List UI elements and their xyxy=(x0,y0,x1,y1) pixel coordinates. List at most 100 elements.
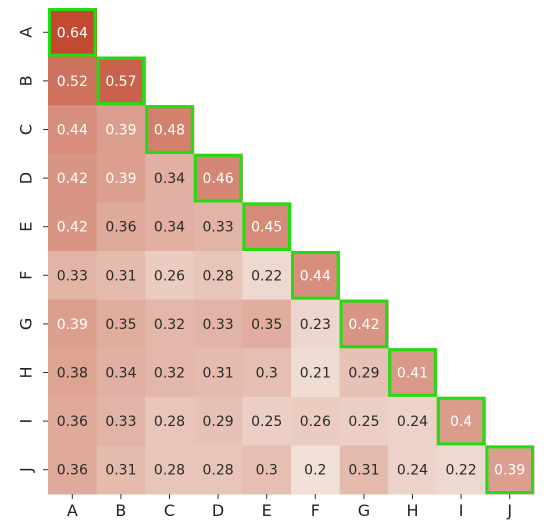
cell-value-label: 0.26 xyxy=(154,268,185,284)
heatmap-cell-H-B xyxy=(96,348,146,398)
diagonal-highlight-box xyxy=(291,251,340,300)
diagonal-highlight-box xyxy=(485,445,534,494)
cell-value-label: 0.36 xyxy=(57,463,88,479)
cell-value-label: 0.48 xyxy=(154,123,185,139)
heatmap-cell-H-H xyxy=(388,348,438,398)
heatmap-cell-J-G xyxy=(339,445,389,495)
heatmap-cell-C-A xyxy=(48,105,98,155)
heatmap-cell-F-B xyxy=(96,251,146,301)
y-tick-label: I xyxy=(17,419,36,424)
cell-value-label: 0.38 xyxy=(57,366,88,382)
heatmap-cell-G-E xyxy=(242,299,292,349)
cell-value-label: 0.39 xyxy=(105,171,136,187)
cell-value-label: 0.22 xyxy=(446,463,477,479)
cell-value-label: 0.44 xyxy=(57,123,88,139)
cell-value-labels: 0.64 0.52 0.57 0.44 0.39 0.48 0.42 0.39 0.34 0.46… xyxy=(57,25,526,478)
heatmap-cell-F-D xyxy=(193,251,243,301)
cell-value-label: 0.39 xyxy=(105,123,136,139)
heatmap-cell-G-D xyxy=(193,299,243,349)
cell-value-label: 0.45 xyxy=(251,220,282,236)
cell-value-label: 0.39 xyxy=(57,317,88,333)
heatmap-cell-A-A xyxy=(48,8,98,58)
heatmap-cell-E-B xyxy=(96,202,146,252)
x-tick-label: J xyxy=(506,501,512,520)
heatmap-cell-E-E xyxy=(242,202,292,252)
cell-value-label: 0.25 xyxy=(251,414,282,430)
x-tick-label: A xyxy=(67,501,78,520)
heatmap-cell-D-D xyxy=(193,153,243,203)
diagonal-highlight-box xyxy=(436,396,486,446)
cell-value-label: 0.44 xyxy=(300,268,331,284)
cell-value-label: 0.32 xyxy=(154,366,185,382)
cell-value-label: 0.46 xyxy=(203,171,234,187)
heatmap-cell-H-D xyxy=(193,348,243,398)
heatmap-cell-J-B xyxy=(96,445,146,495)
heatmap-cell-I-I xyxy=(436,396,486,446)
cell-value-label: 0.35 xyxy=(105,317,136,333)
y-tick-label: A xyxy=(17,27,36,38)
heatmap-cell-I-B xyxy=(96,396,146,446)
cell-value-label: 0.52 xyxy=(57,74,88,90)
x-tick-label: I xyxy=(459,501,464,520)
cell-value-label: 0.36 xyxy=(57,414,88,430)
heatmap-cell-H-A xyxy=(48,348,98,398)
cell-value-label: 0.26 xyxy=(300,414,331,430)
heatmap-cell-C-C xyxy=(145,105,195,155)
cell-value-label: 0.31 xyxy=(203,366,234,382)
cell-value-label: 0.28 xyxy=(154,414,185,430)
cell-value-label: 0.57 xyxy=(105,74,136,90)
heatmap-cell-F-F xyxy=(291,251,341,301)
heatmap-cell-H-F xyxy=(291,348,341,398)
heatmap-cell-H-C xyxy=(145,348,195,398)
heatmap-cell-I-H xyxy=(388,396,438,446)
heatmap-cell-G-F xyxy=(291,299,341,349)
cell-value-label: 0.41 xyxy=(397,366,428,382)
cell-value-label: 0.32 xyxy=(154,317,185,333)
cell-value-label: 0.42 xyxy=(57,220,88,236)
heatmap-cell-D-A xyxy=(48,153,98,203)
cell-value-label: 0.33 xyxy=(105,414,136,430)
cell-value-label: 0.34 xyxy=(154,220,185,236)
cell-value-label: 0.24 xyxy=(397,414,428,430)
cell-value-label: 0.33 xyxy=(203,220,234,236)
cell-value-label: 0.25 xyxy=(348,414,379,430)
cell-value-label: 0.42 xyxy=(57,171,88,187)
heatmap-cell-D-C xyxy=(145,153,195,203)
heatmap-cell-J-J xyxy=(485,445,535,495)
cell-value-label: 0.39 xyxy=(494,463,525,479)
heatmap-cell-I-C xyxy=(145,396,195,446)
y-tick-label: F xyxy=(17,271,36,280)
cell-value-label: 0.31 xyxy=(105,268,136,284)
heatmap-cell-J-C xyxy=(145,445,195,495)
cell-value-label: 0.33 xyxy=(203,317,234,333)
diagonal-highlights xyxy=(48,8,534,494)
y-tick-label: B xyxy=(17,75,36,86)
heatmap-cell-G-C xyxy=(145,299,195,349)
cell-value-label: 0.3 xyxy=(256,366,278,382)
cell-value-label: 0.33 xyxy=(57,268,88,284)
heatmap-cell-H-G xyxy=(339,348,389,398)
cell-value-label: 0.4 xyxy=(450,414,472,430)
cell-value-label: 0.35 xyxy=(251,317,282,333)
y-tick-label: E xyxy=(17,222,36,232)
cell-value-label: 0.34 xyxy=(154,171,185,187)
diagonal-highlight-box xyxy=(193,153,243,203)
cell-value-label: 0.64 xyxy=(57,25,88,41)
heatmap-cell-G-B xyxy=(96,299,146,349)
x-tick-label: D xyxy=(212,501,224,520)
x-axis: A B C D E F G H I J xyxy=(67,494,512,520)
x-tick-label: C xyxy=(164,501,175,520)
heatmap-cell-I-D xyxy=(193,396,243,446)
heatmap-cell-J-F xyxy=(291,445,341,495)
heatmap-cell-B-B xyxy=(96,56,146,106)
heatmap-cell-F-E xyxy=(242,251,292,301)
cell-value-label: 0.29 xyxy=(203,414,234,430)
diagonal-highlight-box xyxy=(48,8,97,57)
cell-value-label: 0.28 xyxy=(203,268,234,284)
heatmap-cell-D-B xyxy=(96,153,146,203)
heatmap-cell-J-H xyxy=(388,445,438,495)
heatmap-cell-I-G xyxy=(339,396,389,446)
cell-value-label: 0.24 xyxy=(397,463,428,479)
heatmap-cell-C-B xyxy=(96,105,146,155)
heatmap-cell-G-A xyxy=(48,299,98,349)
